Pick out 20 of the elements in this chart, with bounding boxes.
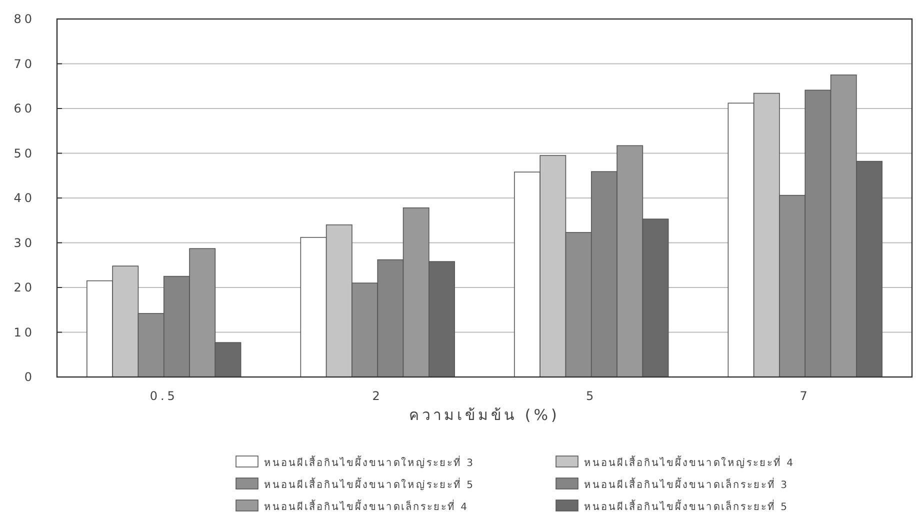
x-tick-label: 2 [372,389,383,403]
y-tick-label: 70 [14,56,35,71]
x-axis-title: ความเข้มข้น (%) [409,406,560,424]
y-tick-label: 50 [14,146,35,160]
y-tick-label: 10 [14,325,35,340]
legend-label: หนอนผีเสื้อกินไขผึ้งขนาดเล็กระยะที่ 3 [584,477,789,491]
legend-label: หนอนผีเสื้อกินไขผึ้งขนาดใหญ่ระยะที่ 3 [264,455,475,469]
y-tick-label: 80 [14,12,35,26]
y-tick-label: 30 [14,236,35,250]
y-tick-label: 20 [14,280,35,294]
x-tick-label: 0.5 [150,389,178,403]
legend-label: หนอนผีเสื้อกินไขผึ้งขนาดใหญ่ระยะที่ 5 [264,477,475,491]
y-tick-label: 40 [14,191,35,205]
x-tick-label: 7 [800,389,810,403]
legend-label: หนอนผีเสื้อกินไขผึ้งขนาดใหญ่ระยะที่ 4 [584,455,795,469]
x-tick-label: 5 [586,389,597,403]
y-tick-label: 0 [24,370,35,384]
legend-label: หนอนผีเสื้อกินไขผึ้งขนาดเล็กระยะที่ 5 [584,499,789,513]
y-tick-label: 60 [14,102,35,116]
legend-label: หนอนผีเสื้อกินไขผึ้งขนาดเล็กระยะที่ 4 [264,499,469,513]
